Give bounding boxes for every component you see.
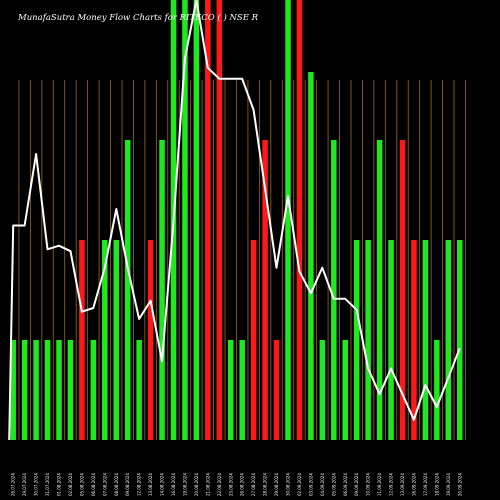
x-tick-label: 01.08.2024	[57, 473, 62, 496]
bar	[33, 340, 39, 440]
bar	[411, 240, 417, 440]
bar	[193, 0, 200, 440]
grid-lines	[18, 80, 466, 440]
bar	[457, 240, 463, 440]
x-tick-label: 09.08.2024	[125, 473, 130, 496]
bar	[445, 240, 452, 440]
x-tick-label: 14.08.2024	[160, 473, 165, 496]
x-tick-label: 20.08.2024	[194, 473, 199, 496]
bar	[124, 140, 131, 440]
price-line	[8, 0, 461, 441]
x-tick-label: 06.08.2024	[91, 473, 96, 496]
x-tick-label: 16.08.2024	[171, 473, 176, 496]
bar	[422, 240, 429, 440]
bar	[319, 340, 326, 440]
x-tick-label: 27.08.2024	[251, 473, 256, 496]
x-tick-label: 23.08.2024	[228, 473, 233, 496]
x-tick-label: 12.08.2024	[137, 473, 142, 496]
x-tick-label: 13.08.2024	[148, 473, 153, 496]
x-tick-label: 08.08.2024	[114, 473, 119, 496]
bar	[239, 340, 245, 440]
bar	[342, 340, 348, 440]
bar	[147, 240, 154, 440]
x-tick-label: 02.08.2024	[68, 473, 73, 496]
bar	[308, 72, 314, 440]
x-tick-label: 18.09.2024	[434, 473, 439, 496]
price-line-group	[8, 0, 461, 441]
bar	[113, 240, 119, 440]
bar	[216, 0, 223, 440]
x-tick-label: 19.08.2024	[182, 473, 187, 496]
bar	[262, 140, 268, 440]
bar	[365, 240, 371, 440]
bar	[102, 240, 108, 440]
x-tick-label: 31.07.2024	[45, 473, 50, 496]
x-tick-label: 04.09.2024	[320, 473, 325, 496]
bar	[250, 240, 257, 440]
x-tick-label: 21.08.2024	[205, 473, 210, 496]
x-tick-label: 30.07.2024	[34, 473, 39, 496]
bar	[159, 140, 165, 440]
bar	[228, 340, 234, 440]
x-tick-label: 02.09.2024	[297, 473, 302, 496]
bar	[205, 0, 211, 440]
x-tick-label: 28.08.2024	[263, 473, 268, 496]
x-tick-labels: 26.07.2024 29.07.2024 30.07.2024 31.07.2024…	[11, 473, 463, 496]
x-tick-label: 07.08.2024	[102, 473, 107, 496]
bar	[331, 140, 337, 440]
bar	[353, 240, 360, 440]
x-tick-label: 06.09.2024	[343, 473, 348, 496]
x-tick-label: 26.08.2024	[240, 473, 245, 496]
bar	[136, 340, 142, 440]
x-tick-label: 16.09.2024	[411, 473, 416, 496]
x-tick-label: 30.08.2024	[286, 473, 291, 496]
bar	[376, 140, 383, 440]
x-tick-label: 09.09.2024	[354, 473, 359, 496]
x-tick-label: 05.09.2024	[331, 473, 336, 496]
bar	[273, 340, 280, 440]
x-tick-label: 29.08.2024	[274, 473, 279, 496]
x-tick-label: 03.09.2024	[308, 473, 313, 496]
bar	[388, 240, 394, 440]
chart-title: MunafaSutra Money Flow Charts for RITECO…	[17, 12, 259, 23]
x-tick-label: 29.07.2024	[22, 473, 27, 496]
x-tick-label: 26.07.2024	[11, 473, 16, 496]
bar	[399, 140, 406, 440]
bar	[56, 340, 62, 440]
bar	[434, 340, 440, 440]
x-tick-label: 19.09.2024	[446, 473, 451, 496]
bar	[90, 340, 97, 440]
x-tick-label: 10.09.2024	[366, 473, 371, 496]
x-tick-label: 20.09.2024	[457, 473, 462, 496]
bar	[296, 0, 303, 440]
bar	[182, 0, 188, 440]
bar	[21, 340, 28, 440]
x-tick-label: 13.09.2024	[400, 473, 405, 496]
x-tick-label: 22.08.2024	[217, 473, 222, 496]
bar	[44, 340, 51, 440]
x-tick-label: 11.09.2024	[377, 473, 382, 496]
x-tick-label: 17.09.2024	[423, 473, 428, 496]
x-tick-label: 05.08.2024	[79, 473, 84, 496]
bar	[285, 0, 291, 440]
bar	[79, 240, 85, 440]
bar	[67, 340, 74, 440]
x-tick-label: 12.09.2024	[389, 473, 394, 496]
bar	[10, 340, 16, 440]
